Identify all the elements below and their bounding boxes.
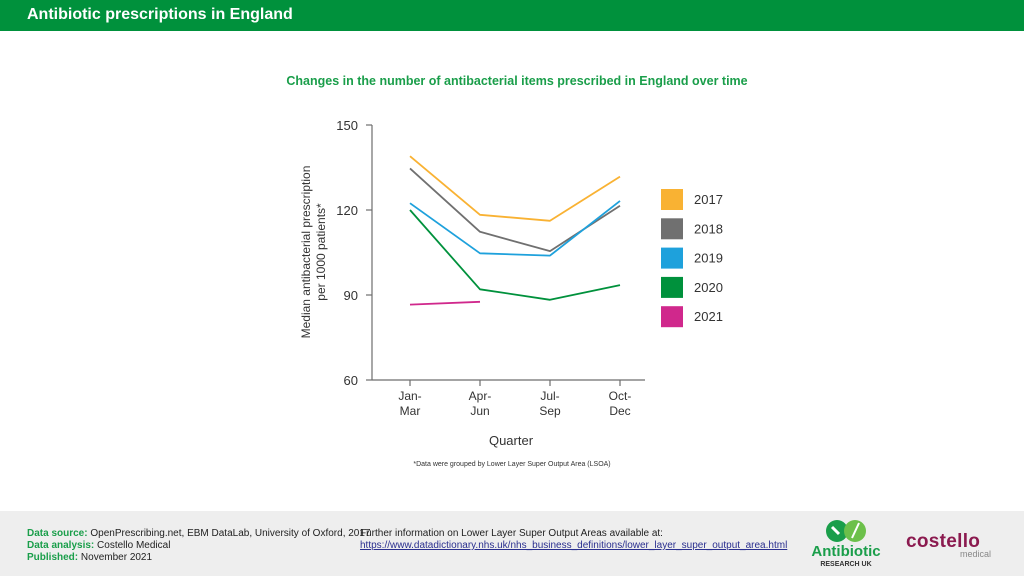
leaf-icon [826, 520, 866, 542]
legend-swatch-2017 [661, 189, 683, 210]
abr-logo-name: Antibiotic [811, 543, 881, 560]
y-tick-label: 90 [344, 288, 358, 303]
lsoa-info-text: Further information on Lower Layer Super… [360, 528, 663, 539]
data-source-label: Data source: [27, 528, 88, 539]
cm-logo-name: costello [906, 531, 981, 552]
series-line-2017 [409, 155, 621, 222]
y-tick-label: 120 [336, 203, 358, 218]
x-tick-label: Jan- [398, 389, 421, 403]
series-line-2018 [409, 167, 621, 253]
costello-medical-logo: costello medical [906, 531, 991, 559]
y-axis-label: per 1000 patients* [314, 203, 328, 301]
legend-swatch-2021 [661, 306, 683, 328]
footnote: *Data were grouped by Lower Layer Super … [413, 461, 611, 468]
header-bar: Antibiotic prescriptions in England [0, 0, 1024, 31]
published-date: November 2021 [80, 552, 153, 563]
series-line-2020 [409, 209, 621, 301]
x-tick-label: Mar [400, 404, 421, 418]
published-label: Published: [27, 552, 79, 563]
lsoa-info-link[interactable]: https://www.datadictionary.nhs.uk/nhs_bu… [360, 540, 788, 551]
legend-swatch-2020 [661, 276, 683, 298]
x-tick-label: Jul- [540, 389, 559, 403]
series-line-2021 [409, 300, 481, 306]
x-tick-label: Jun [470, 404, 489, 418]
x-axis-label: Quarter [489, 433, 534, 448]
data-analysis: Costello Medical [97, 540, 171, 551]
x-tick-label: Oct- [609, 389, 632, 403]
cm-logo-sub: medical [960, 549, 992, 559]
lsoa-info: Further information on Lower Layer Super… [360, 528, 787, 552]
x-tick-label: Sep [539, 404, 561, 418]
x-tick-label: Apr- [469, 389, 492, 403]
data-analysis-label: Data analysis: [27, 540, 95, 551]
legend-swatch-2019 [661, 247, 683, 269]
legend-label-2021: 2021 [694, 309, 723, 324]
y-axis-label: Median antibacterial prescription [299, 166, 313, 339]
chart-title: Changes in the number of antibacterial i… [286, 74, 748, 88]
source-info: Data source: OpenPrescribing.net, EBM Da… [27, 528, 371, 564]
line-chart: 60 90 120 150 Jan-Mar Apr-Jun Jul-Sep Oct-Dec Qu… [299, 118, 723, 448]
x-tick-label: Dec [609, 404, 630, 418]
legend-label-2018: 2018 [694, 221, 723, 236]
page-title: Antibiotic prescriptions in England [27, 6, 293, 23]
footer: Data source: OpenPrescribing.net, EBM Da… [0, 511, 1024, 576]
legend-label-2017: 2017 [694, 192, 723, 207]
legend-swatch-2018 [661, 218, 683, 240]
data-source: OpenPrescribing.net, EBM DataLab, Univer… [90, 528, 371, 539]
antibiotic-research-uk-logo: Antibiotic RESEARCH UK [806, 519, 886, 571]
legend-label-2019: 2019 [694, 251, 723, 266]
series-line-2019 [409, 200, 621, 257]
y-tick-label: 150 [336, 118, 358, 133]
abr-logo-sub: RESEARCH UK [820, 561, 872, 568]
legend-label-2020: 2020 [694, 280, 723, 295]
y-tick-label: 60 [344, 373, 358, 388]
